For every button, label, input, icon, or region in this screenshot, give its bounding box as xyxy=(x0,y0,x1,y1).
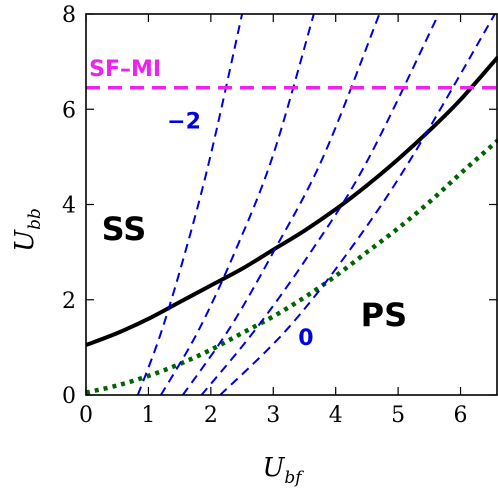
series-dashed-line-2 xyxy=(160,14,315,395)
series-dashed-line-4 xyxy=(200,14,440,395)
annotation-curve-label-2: 0 xyxy=(298,326,313,351)
series-dashed-line-1 xyxy=(136,14,244,395)
y-tick-label: 0 xyxy=(62,384,76,409)
x-tick-label: 3 xyxy=(266,403,280,428)
x-axis-ticks: 0 1 2 3 4 5 6 xyxy=(79,14,468,428)
y-tick-label: 2 xyxy=(62,289,76,314)
x-tick-label: 5 xyxy=(391,403,405,428)
series-solid-line xyxy=(86,55,498,347)
chart-annotations: SF–MI −2 0 SS PS xyxy=(89,57,407,351)
annotation-curve-label-1: −2 xyxy=(167,109,201,134)
x-axis-title: Ubf xyxy=(262,453,304,488)
annotation-sfmi-0: SF–MI xyxy=(89,57,161,82)
chart-marks xyxy=(86,14,498,395)
y-tick-label: 4 xyxy=(62,194,76,219)
x-tick-label: 0 xyxy=(79,403,93,428)
y-tick-label: 8 xyxy=(62,3,76,28)
series-dotted-line xyxy=(86,138,498,395)
y-axis-ticks: 0 2 4 6 8 xyxy=(62,3,497,409)
x-tick-label: 6 xyxy=(454,403,468,428)
series-dashed-line-3 xyxy=(181,14,381,395)
x-tick-label: 1 xyxy=(141,403,155,428)
annotation-region-3: SS xyxy=(102,210,147,248)
y-axis-title: Ubb xyxy=(10,208,45,252)
x-tick-label: 4 xyxy=(329,403,343,428)
annotation-region-4: PS xyxy=(361,296,408,334)
series-dashed-line-5 xyxy=(219,14,496,395)
y-tick-label: 6 xyxy=(62,98,76,123)
x-tick-label: 2 xyxy=(204,403,218,428)
